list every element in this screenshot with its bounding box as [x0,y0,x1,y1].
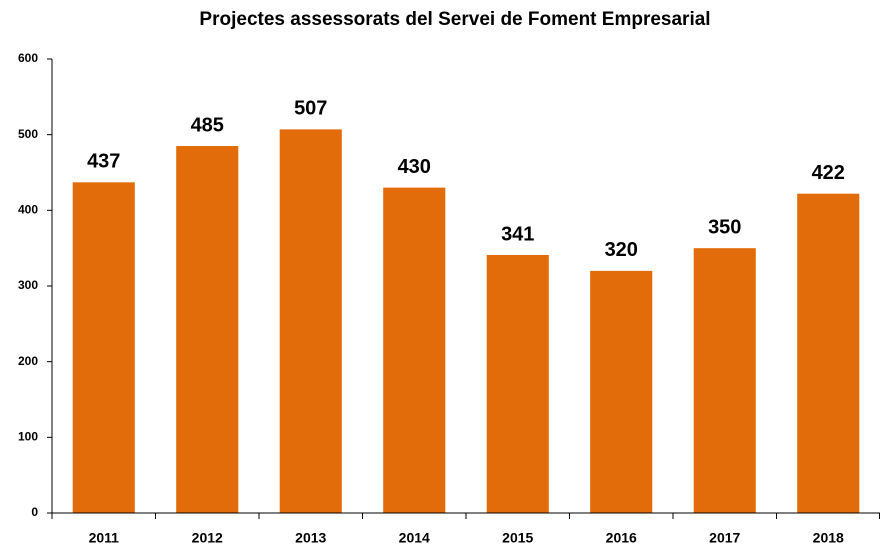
x-tick-label: 2014 [399,530,430,546]
data-label: 341 [501,223,534,245]
bar [383,187,446,513]
data-label: 320 [605,239,638,261]
x-tick-label: 2015 [502,530,533,546]
data-label: 507 [294,98,327,120]
bar [72,182,135,513]
x-tick-label: 2013 [295,530,326,546]
x-tick-label: 2012 [192,530,223,546]
data-label: 437 [87,151,120,173]
x-tick-label: 2016 [606,530,637,546]
bar [486,254,549,513]
data-label: 430 [398,156,431,178]
data-label: 422 [812,162,845,184]
y-tick-label: 500 [18,127,38,141]
bar [797,193,860,514]
bar [279,129,342,513]
x-tick-label: 2017 [709,530,740,546]
bar [590,270,653,513]
bar [693,248,756,513]
chart-title: Projectes assessorats del Servei de Fome… [199,9,710,30]
data-label: 350 [708,216,741,238]
x-tick-label: 2011 [89,530,120,546]
y-tick-label: 200 [18,354,38,368]
y-tick-label: 600 [18,51,38,65]
data-label: 485 [191,114,224,136]
bar [176,146,239,513]
y-tick-label: 100 [18,430,38,444]
y-tick-label: 0 [31,505,38,519]
x-tick-label: 2018 [813,530,844,546]
y-tick-label: 300 [18,278,38,292]
y-tick-label: 400 [18,203,38,217]
